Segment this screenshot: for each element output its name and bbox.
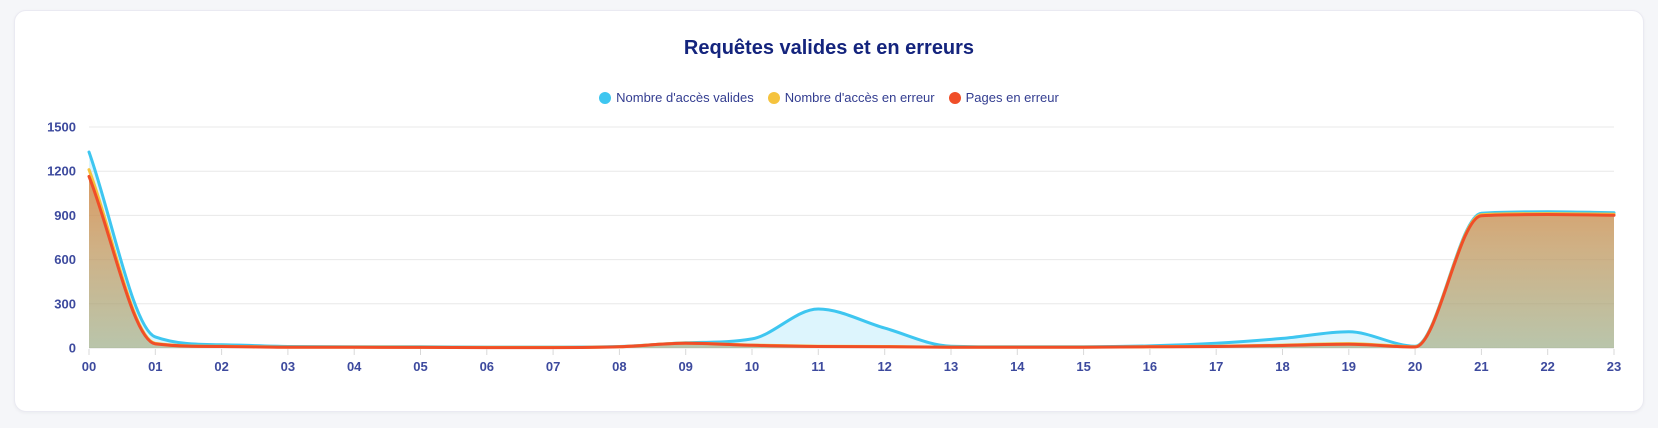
series-lines: [87, 150, 1616, 350]
x-tick-label: 17: [1209, 359, 1223, 374]
x-tick-label: 09: [678, 359, 692, 374]
legend-dot-icon: [948, 91, 961, 104]
x-tick-label: 21: [1474, 359, 1488, 374]
x-tick-label: 11: [811, 359, 825, 374]
x-tick-label: 07: [546, 359, 560, 374]
y-tick-label: 0: [69, 341, 76, 356]
x-tick-label: 05: [413, 359, 427, 374]
series-line-1: [87, 168, 1616, 349]
series-area-0: [89, 152, 1614, 348]
x-tick-label: 18: [1275, 359, 1289, 374]
x-tick-label: 23: [1607, 359, 1621, 374]
y-tick-label: 300: [54, 296, 76, 311]
x-tick-label: 22: [1540, 359, 1554, 374]
x-tick-label: 12: [877, 359, 891, 374]
legend-label: Nombre d'accès en erreur: [784, 90, 935, 105]
legend-item-0[interactable]: Nombre d'accès valides: [599, 90, 754, 105]
chart-card: Requêtes valides et en erreurs Nombre d'…: [14, 10, 1644, 412]
y-tick-label: 1200: [47, 164, 76, 179]
axes: 00 01 02 03 04 05 06 07 08 09 10 11 12 13 14 15 16 17 18 19…: [47, 120, 1621, 375]
series-area-1: [89, 169, 1614, 348]
legend-label: Nombre d'accès valides: [616, 90, 754, 105]
x-tick-label: 08: [612, 359, 626, 374]
series-line-0: [87, 150, 1616, 349]
y-tick-label: 600: [54, 252, 76, 267]
x-tick-label: 00: [82, 359, 96, 374]
y-tick-label: 1500: [47, 120, 76, 135]
chart-legend: Nombre d'accès valides Nombre d'accès en …: [15, 90, 1643, 105]
series-area-2: [89, 176, 1614, 348]
series-areas: [89, 152, 1614, 348]
x-tick-label: 19: [1342, 359, 1356, 374]
x-tick-label: 06: [480, 359, 494, 374]
grid-lines: [89, 126, 1614, 349]
legend-label: Pages en erreur: [965, 90, 1059, 105]
y-tick-label: 900: [54, 208, 76, 223]
x-tick-label: 15: [1076, 359, 1090, 374]
chart-title: Requêtes valides et en erreurs: [683, 37, 975, 59]
legend-item-1[interactable]: Nombre d'accès en erreur: [767, 90, 935, 105]
legend-dot-icon: [767, 91, 780, 104]
legend-item-2[interactable]: Pages en erreur: [948, 90, 1059, 105]
series-line-2: [87, 174, 1616, 350]
x-tick-label: 04: [347, 359, 362, 374]
x-tick-label: 13: [944, 359, 958, 374]
x-tick-label: 01: [148, 359, 162, 374]
x-tick-label: 16: [1143, 359, 1157, 374]
x-tick-label: 03: [281, 359, 295, 374]
x-tick-label: 10: [745, 359, 759, 374]
legend-dot-icon: [599, 91, 612, 104]
x-tick-label: 20: [1408, 359, 1422, 374]
x-tick-label: 02: [214, 359, 228, 374]
x-tick-label: 14: [1010, 359, 1025, 374]
